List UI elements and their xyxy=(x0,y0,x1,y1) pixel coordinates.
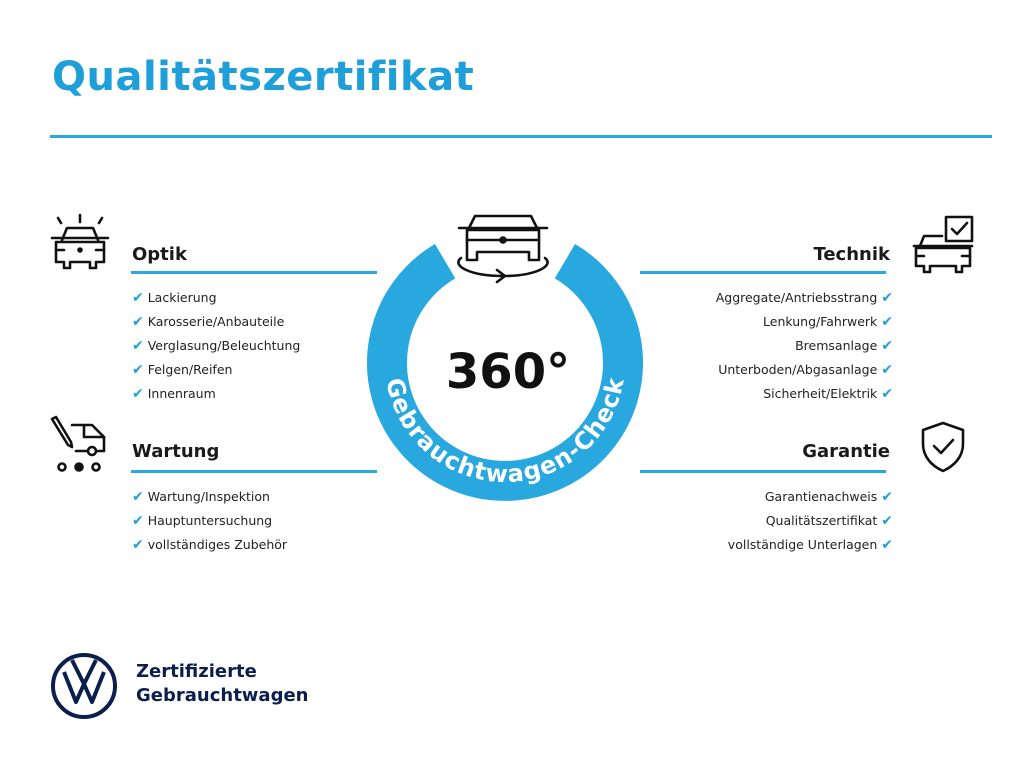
check-icon: ✔ xyxy=(881,290,893,306)
checklist-item-label: Aggregate/Antriebsstrang xyxy=(715,290,878,305)
list-garantie: Garantienachweis ✔ Qualitätszertifikat ✔ v… xyxy=(728,485,893,557)
footer-brand-text: Zertifizierte Gebrauchtwagen xyxy=(136,660,308,708)
checklist-item-label: Garantienachweis xyxy=(764,489,878,504)
checklist-item: Qualitätszertifikat ✔ xyxy=(728,509,893,533)
checklist-item: Sicherheit/Elektrik ✔ xyxy=(716,382,893,406)
car-lights-icon xyxy=(50,213,110,270)
checklist-item-label: Karosserie/Anbauteile xyxy=(147,314,285,329)
check-icon: ✔ xyxy=(132,537,144,553)
checklist-item-label: Qualitätszertifikat xyxy=(765,513,878,528)
section-title-technik: Technik xyxy=(813,244,890,265)
check-icon: ✔ xyxy=(881,338,893,354)
check-icon: ✔ xyxy=(881,314,893,330)
check-icon: ✔ xyxy=(132,386,144,402)
car-checklist-icon xyxy=(912,215,974,274)
car-rotate-icon xyxy=(457,214,549,284)
section-title-wartung: Wartung xyxy=(132,441,220,462)
check-icon: ✔ xyxy=(881,513,893,529)
check-icon: ✔ xyxy=(132,314,144,330)
checklist-item-label: Sicherheit/Elektrik xyxy=(763,386,878,401)
checklist-item: ✔ Karosserie/Anbauteile xyxy=(132,310,300,334)
title-divider xyxy=(50,135,992,138)
page-title: Qualitätszertifikat xyxy=(52,54,475,100)
shield-check-icon xyxy=(921,421,965,473)
checklist-item-label: Verglasung/Beleuchtung xyxy=(147,338,301,353)
checklist-item: ✔ Wartung/Inspektion xyxy=(132,485,287,509)
checklist-item: ✔ Hauptuntersuchung xyxy=(132,509,287,533)
footer-line1: Zertifizierte xyxy=(136,661,257,682)
check-icon: ✔ xyxy=(132,338,144,354)
list-optik: ✔ Lackierung ✔ Karosserie/Anbauteile ✔ Ver… xyxy=(132,286,300,406)
check-icon: ✔ xyxy=(881,489,893,505)
list-technik: Aggregate/Antriebsstrang ✔ Lenkung/Fahrwe… xyxy=(716,286,893,406)
checklist-item: vollständige Unterlagen ✔ xyxy=(728,533,893,557)
checklist-item: Bremsanlage ✔ xyxy=(716,334,893,358)
service-van-icon xyxy=(50,415,106,472)
checklist-item-label: vollständiges Zubehör xyxy=(147,537,288,552)
checklist-item-label: Lackierung xyxy=(147,290,217,305)
footer-line2: Gebrauchtwagen xyxy=(136,685,309,706)
check-icon: ✔ xyxy=(132,290,144,306)
checklist-item-label: Lenkung/Fahrwerk xyxy=(763,314,878,329)
checklist-item-label: vollständige Unterlagen xyxy=(727,537,878,552)
section-title-optik: Optik xyxy=(132,244,187,265)
checklist-item-label: Wartung/Inspektion xyxy=(147,489,270,504)
checklist-item: ✔ Innenraum xyxy=(132,382,300,406)
checklist-item-label: Innenraum xyxy=(147,386,216,401)
section-divider-garantie xyxy=(640,470,886,473)
check-icon: ✔ xyxy=(132,489,144,505)
checklist-item: Lenkung/Fahrwerk ✔ xyxy=(716,310,893,334)
checklist-item: ✔ Felgen/Reifen xyxy=(132,358,300,382)
checklist-item: ✔ vollständiges Zubehör xyxy=(132,533,287,557)
section-divider-technik xyxy=(640,271,886,274)
checklist-item: Garantienachweis ✔ xyxy=(728,485,893,509)
checklist-item-label: Unterboden/Abgasanlage xyxy=(718,362,878,377)
checklist-item: Aggregate/Antriebsstrang ✔ xyxy=(716,286,893,310)
ring-arc xyxy=(367,243,643,501)
check-icon: ✔ xyxy=(881,386,893,402)
center-value: 360° xyxy=(446,344,570,400)
checklist-item-label: Felgen/Reifen xyxy=(147,362,233,377)
check-icon: ✔ xyxy=(132,362,144,378)
checklist-item: ✔ Verglasung/Beleuchtung xyxy=(132,334,300,358)
checklist-item: ✔ Lackierung xyxy=(132,286,300,310)
checklist-item: Unterboden/Abgasanlage ✔ xyxy=(716,358,893,382)
checklist-item-label: Hauptuntersuchung xyxy=(147,513,273,528)
vw-logo xyxy=(51,653,117,719)
check-icon: ✔ xyxy=(132,513,144,529)
section-divider-optik xyxy=(131,271,377,274)
check-icon: ✔ xyxy=(881,362,893,378)
section-divider-wartung xyxy=(131,470,377,473)
check-icon: ✔ xyxy=(881,537,893,553)
checklist-item-label: Bremsanlage xyxy=(795,338,878,353)
list-wartung: ✔ Wartung/Inspektion ✔ Hauptuntersuchung ✔… xyxy=(132,485,287,557)
section-title-garantie: Garantie xyxy=(802,441,890,462)
